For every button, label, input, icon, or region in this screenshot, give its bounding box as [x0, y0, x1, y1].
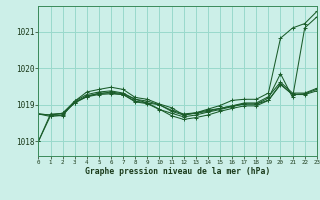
X-axis label: Graphe pression niveau de la mer (hPa): Graphe pression niveau de la mer (hPa) — [85, 167, 270, 176]
